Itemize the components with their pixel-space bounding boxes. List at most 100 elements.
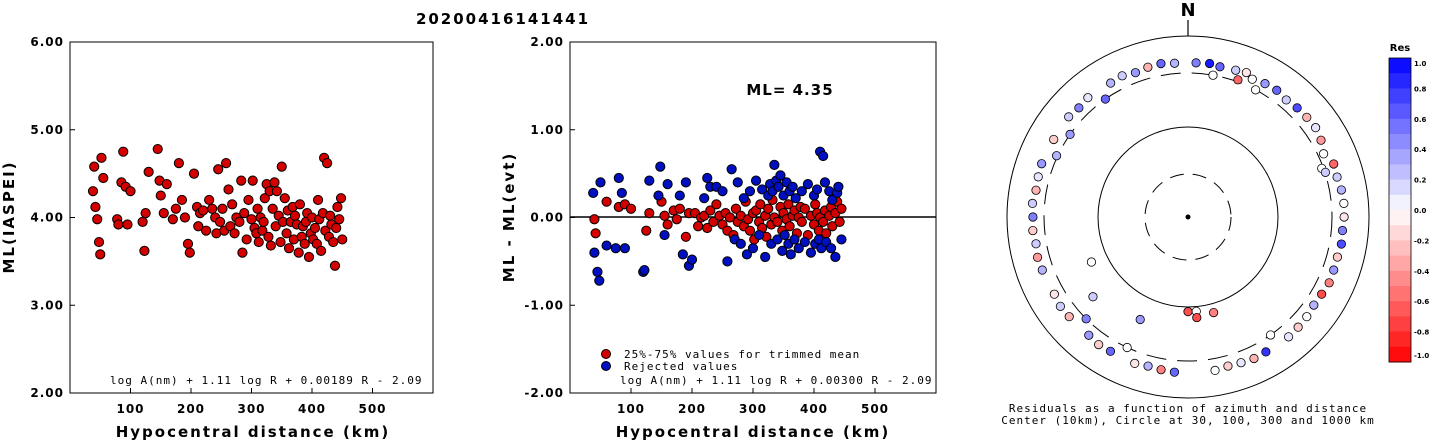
data-point: [619, 243, 631, 254]
residual-point: [1233, 75, 1243, 85]
data-point: [258, 216, 269, 227]
data-point: [644, 175, 655, 186]
y-tick-label: 4.00: [30, 211, 64, 225]
circle-300km: [1043, 72, 1333, 362]
data-point: [785, 249, 796, 260]
data-point: [176, 194, 188, 206]
data-point: [98, 172, 109, 184]
data-point: [744, 225, 756, 236]
circle-1000km: [1006, 35, 1370, 399]
colorbar-cell: [1389, 240, 1411, 257]
data-point: [793, 243, 804, 254]
colorbar-title: Res: [1390, 43, 1410, 54]
residual-point: [1028, 225, 1038, 236]
data-point: [784, 221, 795, 232]
data-point: [227, 199, 238, 210]
center-point: [1185, 214, 1191, 220]
colorbar-cell: [1389, 270, 1411, 287]
data-point: [802, 179, 814, 190]
data-point: [811, 184, 823, 195]
data-point: [113, 219, 124, 230]
residual-point: [1324, 278, 1334, 288]
x-tick-label: 300: [739, 402, 767, 416]
y-axis-ticks: 2.00 3.00 4.00 5.00 6.00: [30, 35, 75, 400]
residual-point: [1083, 93, 1093, 103]
data-point: [732, 177, 743, 188]
data-point: [827, 221, 838, 232]
residual-point: [1183, 307, 1193, 317]
data-point: [836, 203, 847, 214]
data-point: [259, 193, 270, 204]
residual-point: [1215, 62, 1225, 72]
residual-point: [1055, 301, 1066, 311]
colorbar-cell: [1389, 346, 1411, 363]
data-point: [796, 186, 807, 197]
data-point: [711, 199, 722, 210]
x-tick-label: 200: [678, 402, 706, 416]
residual-point: [1261, 347, 1271, 357]
data-point: [223, 184, 234, 195]
colorbar-cell: [1389, 286, 1411, 302]
residual-point: [1317, 289, 1327, 299]
residual-point: [1281, 95, 1291, 105]
data-point: [247, 175, 258, 186]
data-point: [139, 245, 150, 256]
residual-point: [1339, 198, 1349, 208]
data-point: [283, 243, 295, 254]
residual-point: [1241, 67, 1251, 78]
data-point: [592, 266, 603, 278]
formula-text: log A(nm) + 1.11 log R + 0.00189 R - 2.0…: [110, 374, 423, 387]
data-point: [760, 251, 771, 263]
data-point: [775, 170, 786, 181]
data-point: [229, 228, 240, 239]
residual-point: [1210, 365, 1220, 376]
data-point: [335, 193, 347, 204]
residual-point: [1332, 172, 1342, 182]
data-point: [312, 194, 324, 206]
data-point: [252, 203, 263, 214]
data-point: [276, 161, 287, 172]
data-point: [590, 228, 601, 239]
residual-point: [1031, 185, 1041, 195]
residual-point: [1223, 361, 1233, 371]
data-point: [680, 177, 692, 188]
data-point: [735, 238, 746, 249]
residual-point: [1318, 149, 1329, 159]
data-point: [289, 210, 301, 221]
data-point: [143, 166, 154, 177]
data-point: [763, 203, 774, 214]
residual-point: [1249, 353, 1259, 364]
colorbar-tick-label: 0.6: [1414, 116, 1427, 124]
y-tick-label: 0.00: [530, 211, 564, 225]
data-point: [659, 210, 670, 221]
x-tick-label: 400: [800, 402, 828, 416]
y-tick-label: -2.00: [524, 386, 564, 400]
data-point: [204, 194, 215, 206]
residual-point: [1106, 78, 1116, 88]
data-point: [246, 214, 257, 225]
data-point: [271, 186, 283, 197]
circle-30km: [1144, 173, 1232, 261]
residual-point: [1086, 257, 1097, 267]
data-point: [214, 216, 226, 227]
data-point: [207, 203, 218, 214]
residual-point: [1191, 58, 1201, 68]
data-point: [328, 236, 339, 248]
residual-point: [1027, 198, 1038, 208]
data-point: [810, 199, 821, 210]
data-point: [789, 234, 800, 245]
data-point: [777, 245, 788, 256]
data-point: [281, 228, 292, 239]
residual-point: [1081, 314, 1091, 324]
data-point: [95, 249, 106, 260]
data-point: [724, 212, 735, 223]
data-point: [263, 231, 274, 242]
colorbar-cell: [1389, 149, 1411, 165]
data-point: [167, 214, 178, 225]
colorbar: Res 1.0 0.8 0.6 0.4 0.2 0.0 -0.2 -0.4 -0.6 -0.8 -1…: [1388, 43, 1429, 363]
x-tick-label: 100: [116, 402, 144, 416]
residual-point: [1117, 71, 1127, 81]
colorbar-ticks: 1.0 0.8 0.6 0.4 0.2 0.0 -0.2 -0.4 -0.6 -0.8 -1.0: [1414, 60, 1429, 360]
data-points: [1027, 58, 1349, 377]
data-point: [836, 234, 847, 245]
